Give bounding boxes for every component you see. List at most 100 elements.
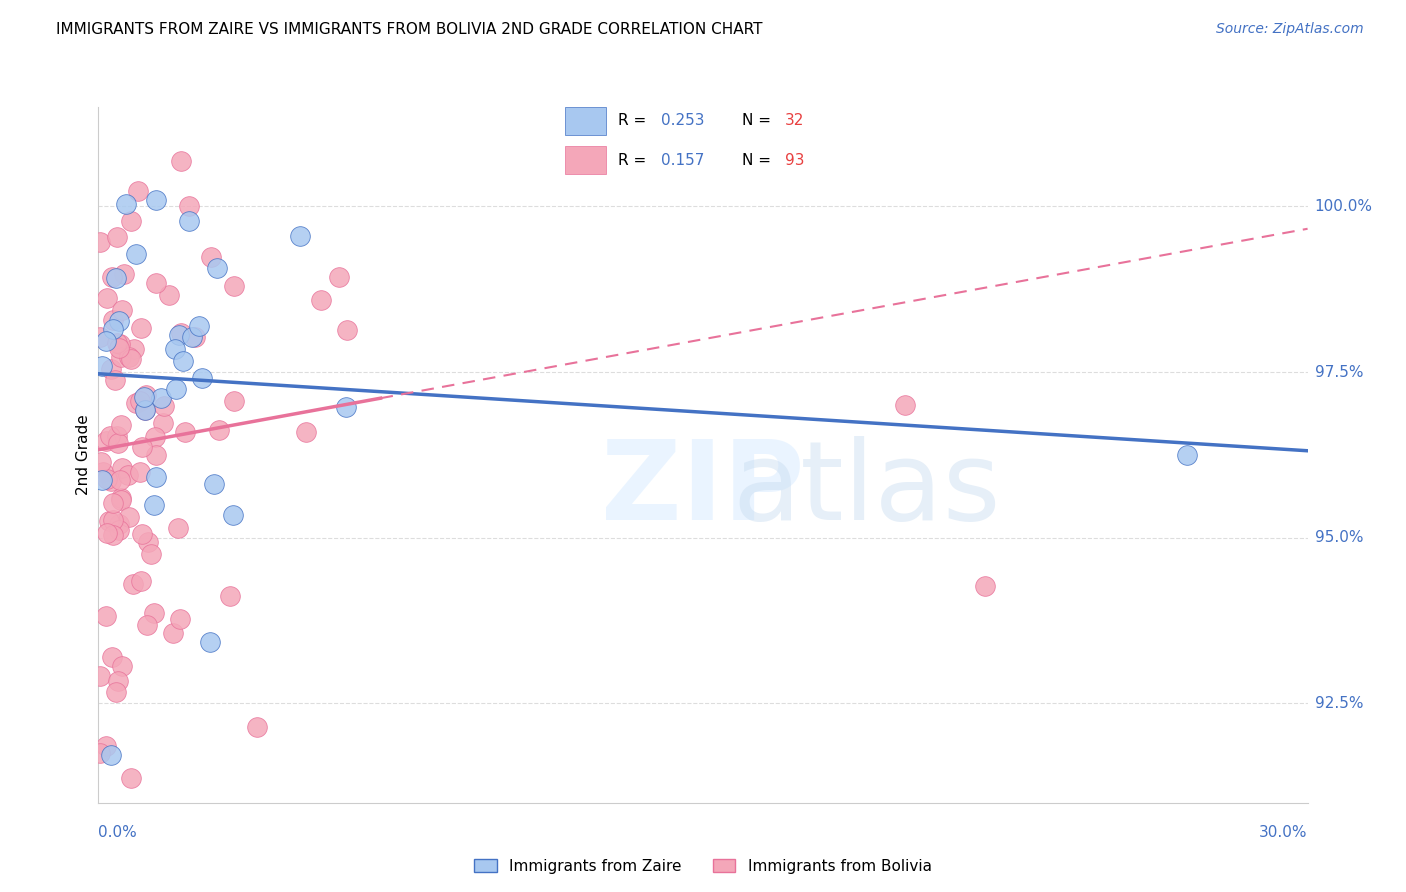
Point [120,771,142,785]
Point [143,429,166,443]
Point [198,634,221,648]
Point [170,154,193,169]
Point [134,402,156,417]
Point [90,455,112,469]
Point [89,329,111,343]
Point [91,465,114,479]
Point [131,440,153,454]
Point [129,320,152,334]
Text: 0.0%: 0.0% [98,825,138,840]
Point [117,350,139,364]
Point [122,576,145,591]
Point [94,739,117,754]
Point [319,31,342,45]
Point [107,435,129,450]
Point [134,390,156,404]
Point [974,579,997,593]
Point [134,403,156,417]
Point [105,685,128,699]
Text: atlas: atlas [733,436,1001,543]
Point [100,748,122,763]
Point [222,393,245,408]
Point [172,353,194,368]
Point [120,214,142,228]
Point [91,359,114,373]
Point [101,269,124,284]
Point [110,460,132,475]
Point [94,609,117,624]
Point [108,516,131,531]
Point [188,319,211,334]
Point [224,279,246,293]
Point [105,428,128,442]
Point [893,398,915,412]
Point [90,81,112,95]
Text: 95.0%: 95.0% [1315,530,1362,545]
Point [89,669,111,683]
Point [145,470,167,484]
Point [108,314,131,328]
Point [190,370,212,384]
Point [328,270,350,285]
Point [100,650,122,665]
Bar [565,107,606,135]
Point [129,574,152,589]
Point [127,184,149,198]
Point [143,606,166,620]
Point [94,434,117,448]
Point [184,330,207,344]
Text: IMMIGRANTS FROM ZAIRE VS IMMIGRANTS FROM BOLIVIA 2ND GRADE CORRELATION CHART: IMMIGRANTS FROM ZAIRE VS IMMIGRANTS FROM… [56,22,762,37]
Point [165,382,187,396]
Point [105,229,128,244]
Legend: Immigrants from Zaire, Immigrants from Bolivia: Immigrants from Zaire, Immigrants from B… [468,853,938,880]
Point [108,473,131,487]
Text: 100.0%: 100.0% [1315,199,1372,214]
Text: 32: 32 [785,113,804,128]
Point [157,287,180,301]
Point [128,393,150,408]
Point [153,399,176,413]
Point [200,251,222,265]
Point [108,524,131,538]
Point [89,235,111,250]
Point [107,673,129,688]
Point [218,589,240,603]
Point [103,513,125,527]
Point [288,228,311,243]
Bar [565,146,606,175]
Point [103,527,125,541]
Point [163,342,186,356]
Point [1175,448,1198,462]
Point [120,351,142,366]
Point [336,323,359,337]
Point [105,335,128,350]
Text: 93: 93 [785,153,804,169]
Point [118,509,141,524]
Point [97,514,120,528]
Point [111,658,134,673]
Point [202,476,225,491]
Point [177,214,200,228]
Point [125,395,148,409]
Point [103,321,125,335]
Point [139,548,162,562]
Point [208,423,231,437]
Text: N =: N = [742,113,776,128]
Point [180,330,202,344]
Point [110,492,132,507]
Y-axis label: 2nd Grade: 2nd Grade [76,415,91,495]
Point [162,626,184,640]
Point [111,303,134,318]
Text: 30.0%: 30.0% [1260,825,1308,840]
Point [309,293,332,307]
Point [167,521,190,535]
Point [295,425,318,440]
Point [129,466,152,480]
Point [207,261,229,276]
Text: 92.5%: 92.5% [1315,696,1362,711]
Point [112,267,135,281]
Point [101,313,124,327]
Point [152,416,174,430]
Text: R =: R = [619,153,651,169]
Point [145,193,167,207]
